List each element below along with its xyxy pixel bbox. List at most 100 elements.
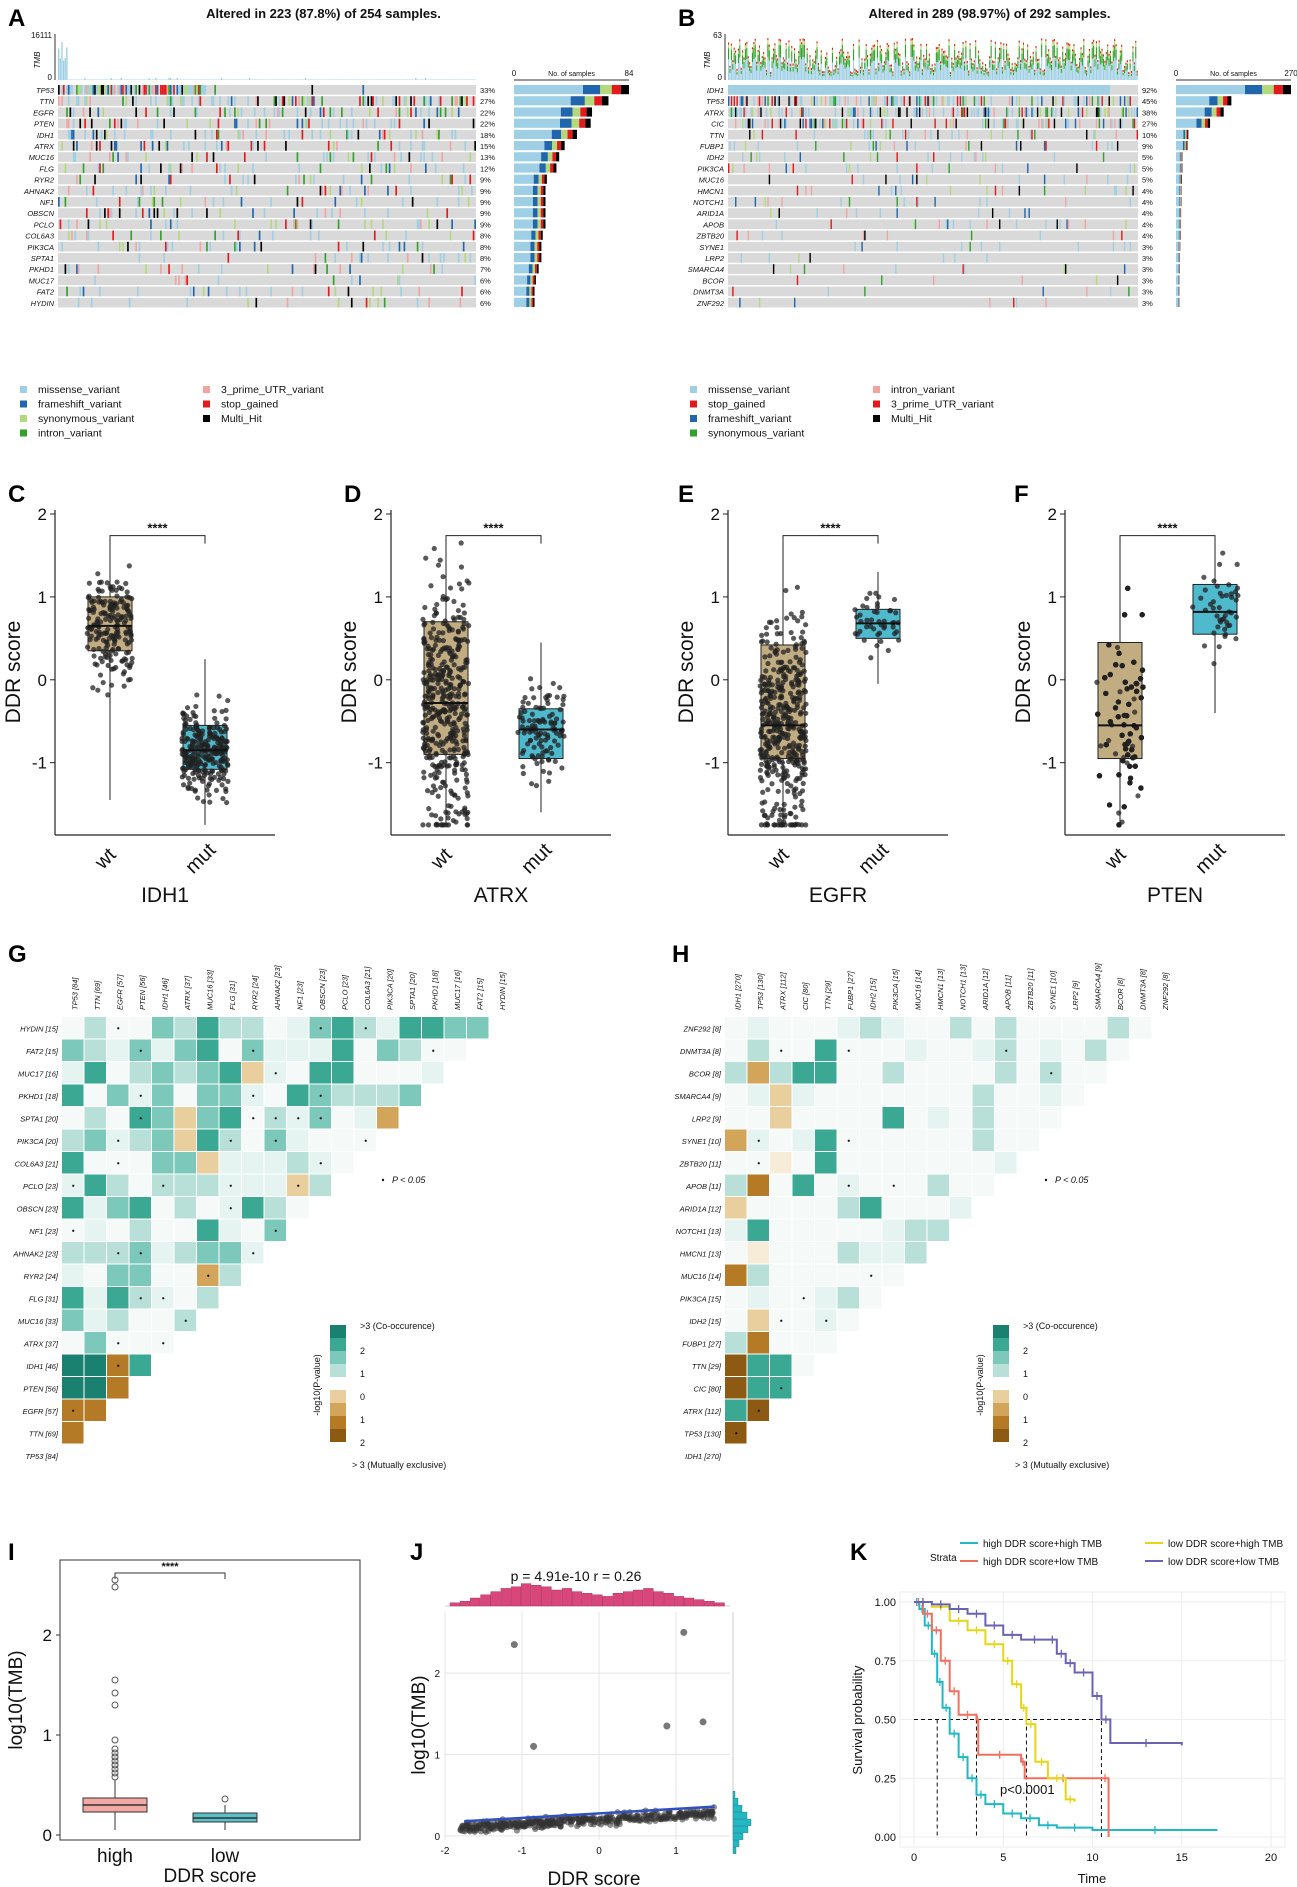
tmb-bar [882, 67, 884, 69]
mutation-cell [729, 85, 731, 95]
tmb-bar [955, 61, 957, 69]
mutation-cell [85, 96, 88, 106]
data-point [201, 766, 207, 772]
data-point [463, 776, 470, 783]
tmb-bar [1017, 68, 1019, 80]
mutation-cell [916, 85, 918, 95]
count-bar-segment [1176, 208, 1180, 218]
legend-swatch [690, 386, 697, 393]
gene-row-bg [728, 197, 1138, 207]
x-tick-label: wt [426, 844, 457, 875]
tmb-bar [803, 38, 805, 41]
data-point [540, 750, 546, 756]
mutation-cell [1024, 208, 1026, 218]
tmb-bar [334, 79, 336, 80]
data-point [792, 707, 798, 713]
mutation-cell [449, 230, 452, 241]
tmb-bar [1102, 66, 1105, 80]
mutation-cell [339, 264, 342, 274]
data-point [448, 788, 454, 794]
tmb-bar [370, 79, 372, 80]
mutation-cell [945, 85, 948, 95]
tmb-bar [1049, 57, 1051, 60]
mutation-cell [76, 141, 78, 151]
mutation-cell [968, 85, 970, 95]
count-bar-segment [1180, 197, 1181, 207]
mutation-cell [744, 118, 747, 129]
tmb-bar [962, 44, 964, 48]
mutation-cell [1125, 107, 1127, 118]
gene-row-bg [728, 253, 1138, 263]
mutation-cell [735, 85, 737, 95]
tmb-bar [802, 38, 804, 41]
mutation-cell [128, 85, 131, 95]
tmb-bar [928, 58, 930, 66]
data-point [430, 783, 437, 789]
mutation-cell [844, 96, 846, 106]
tmb-bar [747, 56, 749, 59]
data-point [789, 681, 795, 687]
mutation-cell [805, 163, 807, 174]
data-point [1117, 689, 1123, 695]
tmb-bar [808, 73, 810, 80]
tmb-bar [961, 54, 963, 58]
tmb-bar [812, 69, 814, 80]
mutation-cell [1055, 96, 1057, 106]
count-bar-segment [561, 141, 565, 151]
mutation-cell [347, 152, 350, 162]
data-point [857, 612, 863, 618]
tmb-bar [876, 39, 878, 42]
tmb-bar [862, 75, 864, 80]
data-point [189, 763, 195, 769]
tmb-bar [252, 79, 254, 80]
mutation-cell [1015, 141, 1018, 151]
data-point [220, 795, 226, 802]
data-point [878, 638, 884, 645]
data-point [114, 617, 120, 623]
gene-row-bg [58, 174, 476, 185]
tmb-bar [1112, 45, 1114, 48]
data-point [759, 632, 765, 638]
mutation-cell [1108, 85, 1110, 95]
mutation-cell [834, 96, 837, 106]
data-point [124, 641, 130, 647]
mutation-cell [886, 107, 889, 118]
data-point [445, 822, 452, 828]
mutation-cell [956, 85, 959, 95]
tmb-bar [1050, 61, 1053, 64]
data-point [893, 610, 899, 616]
tmb-bar [1109, 52, 1112, 56]
data-point [207, 799, 213, 805]
tmb-bar [332, 79, 335, 80]
mutation-cell [850, 141, 852, 151]
tmb-bar [1013, 72, 1015, 76]
mutation-cell [831, 96, 834, 106]
tmb-bar [375, 79, 377, 80]
mutation-cell [916, 96, 918, 106]
data-point [781, 775, 788, 781]
tmb-bar [1135, 58, 1137, 80]
mutation-cell [1080, 85, 1082, 95]
tmb-bar [831, 52, 834, 63]
tmb-bar [937, 46, 939, 49]
mutation-cell [117, 118, 119, 129]
mutation-cell [62, 85, 65, 95]
tmb-bar [1029, 67, 1032, 80]
data-point [185, 736, 191, 742]
data-point [761, 681, 767, 687]
tmb-bar [810, 70, 812, 72]
mutation-cell [925, 96, 928, 106]
data-point [195, 739, 202, 745]
mutation-cell [1000, 85, 1002, 95]
tmb-bar [217, 79, 219, 80]
data-point [421, 769, 427, 775]
tmb-bar [879, 61, 881, 80]
mutation-cell [215, 141, 218, 151]
mutation-cell [1129, 96, 1131, 106]
tmb-bar [875, 68, 877, 71]
tmb-bar [1128, 74, 1130, 77]
mutation-cell [1116, 275, 1119, 286]
data-point [531, 744, 537, 750]
mutation-cell [446, 208, 449, 218]
mutation-cell [951, 107, 953, 118]
